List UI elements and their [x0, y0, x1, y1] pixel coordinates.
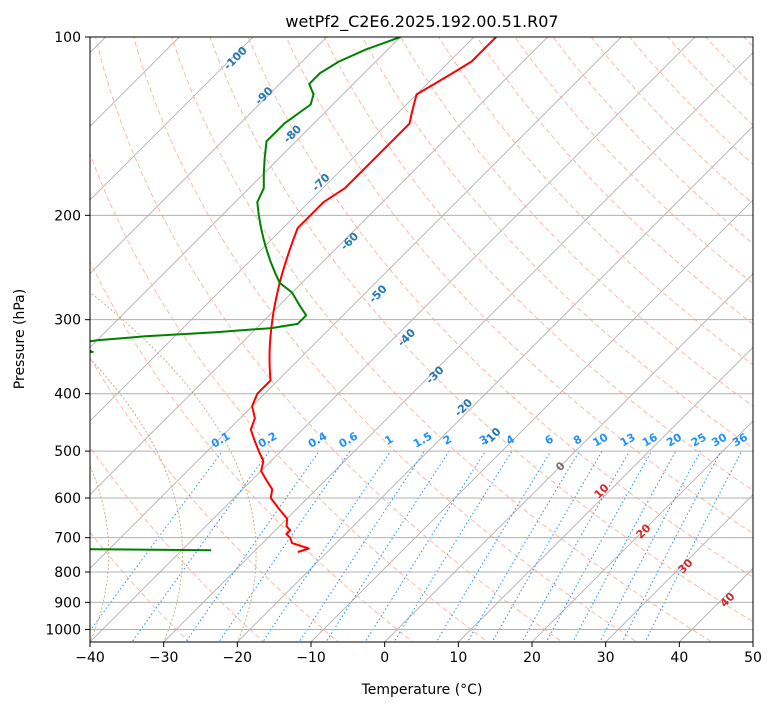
dry-adiabat-line: [90, 446, 265, 642]
y-tick-label: 800: [54, 565, 81, 581]
reference-curve: [90, 291, 257, 642]
y-tick-label: 100: [54, 30, 81, 46]
isotherm-line: [90, 37, 328, 275]
isotherm-line: [163, 52, 753, 642]
plot-background: [90, 37, 753, 642]
x-tick-label: 0: [380, 650, 389, 666]
isotherm-line: [384, 273, 753, 642]
y-tick-label: 200: [54, 208, 81, 224]
reference-curve: [90, 358, 183, 642]
x-tick-label: 10: [449, 650, 467, 666]
x-tick-label: 50: [744, 650, 762, 666]
y-tick-label: 700: [54, 531, 81, 547]
reference-curve: [90, 464, 110, 642]
isotherm-line: [531, 420, 753, 642]
dry-adiabat-line: [133, 37, 638, 642]
isotherm-line: [90, 37, 696, 642]
dry-adiabat-line: [90, 260, 414, 642]
x-tick-label: 40: [670, 650, 688, 666]
chart-title: wetPf2_C2E6.2025.192.00.51.R07: [285, 12, 558, 32]
dry-adiabat-line: [90, 531, 190, 642]
x-tick-label: 20: [523, 650, 541, 666]
y-axis: 1000 900 800 700 600 500 400 300 200 100: [45, 30, 90, 638]
y-tick-label: 900: [54, 595, 81, 611]
x-tick-label: −30: [149, 650, 179, 666]
pressure-gridlines: [90, 37, 753, 630]
dry-adiabat-line: [90, 356, 339, 642]
x-axis-label: Temperature (°C): [361, 682, 483, 698]
y-tick-label: 300: [54, 313, 81, 329]
dry-adiabat-line: [323, 37, 753, 491]
isotherm-line: [236, 125, 753, 642]
x-tick-label: −10: [296, 650, 326, 666]
y-axis-label: Pressure (hPa): [12, 289, 28, 389]
isotherm-line: [90, 37, 475, 422]
profiles: [90, 37, 497, 553]
dry-adiabat-line: [438, 37, 753, 366]
isotherm-line: [605, 494, 753, 642]
x-tick-label: −20: [223, 650, 253, 666]
dewpoint-profile-line: [90, 37, 401, 552]
isotherm-line: [90, 37, 549, 496]
dry-adiabat-line: [247, 37, 753, 578]
y-tick-label: 600: [54, 491, 81, 507]
dry-adiabat-line: [285, 37, 753, 534]
dry-adiabat-line: [209, 37, 753, 623]
y-tick-label: 1000: [45, 622, 81, 638]
y-tick-label: 400: [54, 387, 81, 403]
y-tick-label: 500: [54, 444, 81, 460]
isotherm-line: [310, 199, 753, 642]
isotherm-line: [90, 37, 401, 348]
dry-adiabat-line: [171, 37, 713, 642]
dry-adiabat-line: [95, 37, 564, 642]
temperature-profile-line: [249, 37, 497, 553]
isotherm-line: [90, 37, 254, 201]
x-tick-label: −40: [75, 650, 105, 666]
isotherm-line: [457, 346, 753, 642]
dry-adiabat-line: [90, 152, 489, 642]
x-tick-label: 30: [597, 650, 615, 666]
dry-adiabat-line: [400, 37, 753, 407]
plot-frame: [89, 36, 754, 643]
x-axis: −40 −30 −20 −10 0 10 20 30 40 50: [75, 642, 762, 666]
